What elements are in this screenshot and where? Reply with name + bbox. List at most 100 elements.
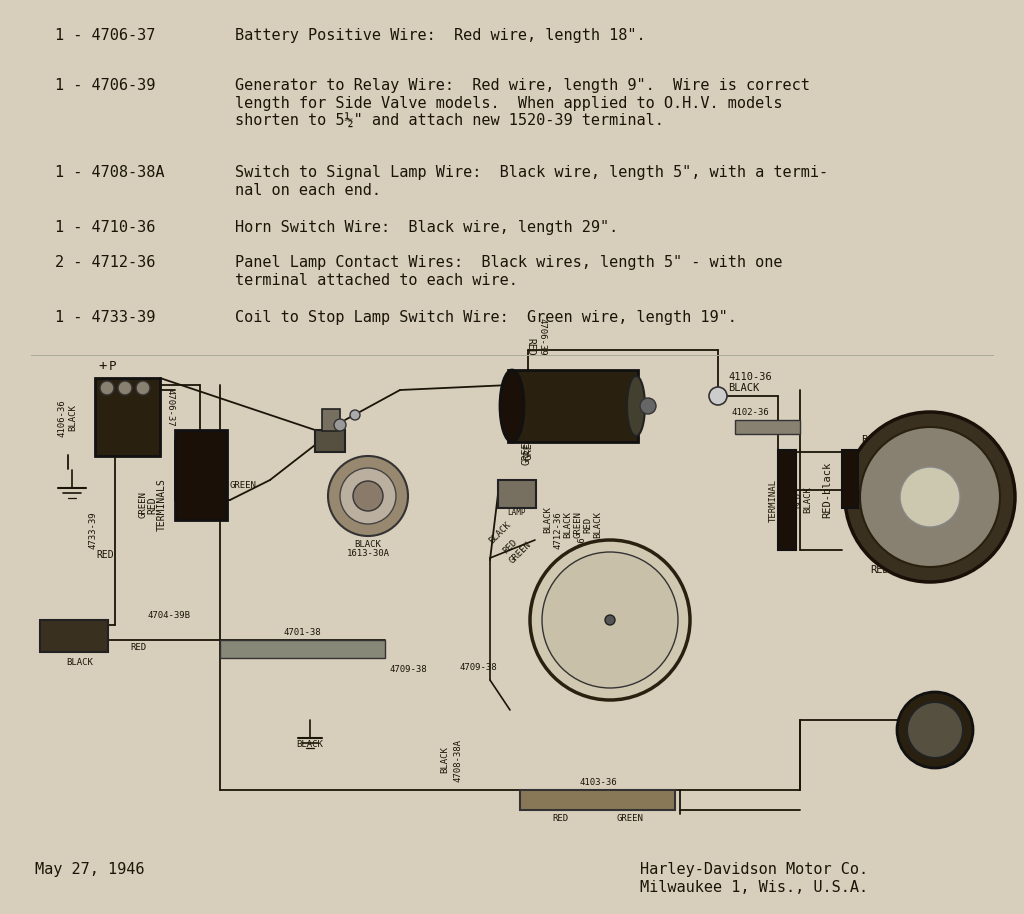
Text: GREEN: GREEN [507,539,532,565]
Text: 4708-38A: 4708-38A [454,739,463,781]
Text: RED: RED [552,814,568,823]
Text: BLACK: BLACK [487,520,513,545]
Text: RED: RED [501,537,519,555]
Text: P: P [109,360,117,373]
Text: BLACK: BLACK [563,512,572,538]
Ellipse shape [627,376,645,436]
Circle shape [907,702,963,758]
Text: nal on each end.: nal on each end. [234,183,381,198]
Bar [520,790,675,810]
Text: 4706-37: 4706-37 [165,389,174,427]
Text: Milwaukee 1, Wis., U.S.A.: Milwaukee 1, Wis., U.S.A. [640,880,868,895]
Text: 2 - 4712-36: 2 - 4712-36 [55,255,156,270]
Text: BLACK: BLACK [69,405,78,431]
Bar [508,370,638,442]
Text: 1 - 4710-36: 1 - 4710-36 [55,220,156,235]
Circle shape [900,467,961,527]
Text: BLACK: BLACK [804,486,812,514]
Text: BLACK: BLACK [67,658,93,667]
Circle shape [136,381,150,395]
Text: 4709-38: 4709-38 [460,664,498,673]
Circle shape [100,381,114,395]
Circle shape [350,410,360,420]
Text: 1613-30A: 1613-30A [346,549,389,558]
Circle shape [328,456,408,536]
Text: 4112-36: 4112-36 [578,537,587,574]
Text: 4712-36: 4712-36 [565,553,574,590]
Text: TERMINAL: TERMINAL [768,479,777,522]
Text: Battery Positive Wire:  Red wire, length 18".: Battery Positive Wire: Red wire, length … [234,28,645,43]
Bar [95,378,160,456]
Text: 1 - 4708-38A: 1 - 4708-38A [55,165,165,180]
Text: 4102-36: 4102-36 [731,408,769,417]
Text: Coil to Stop Lamp Switch Wire:  Green wire, length 19".: Coil to Stop Lamp Switch Wire: Green wir… [234,310,737,325]
Circle shape [542,552,678,688]
Bar [175,430,227,520]
Circle shape [340,468,396,524]
Bar [735,420,800,434]
Text: RED: RED [584,517,593,533]
Text: RED-yellow: RED-yellow [870,565,933,575]
Text: BLACK- red: BLACK- red [862,435,925,445]
Text: LAMP: LAMP [508,508,526,517]
Text: RED: RED [130,643,146,653]
Text: BLACK: BLACK [354,540,381,549]
Text: 4106-36: 4106-36 [57,399,67,437]
Text: N-: N- [133,420,146,430]
Bar [220,640,385,658]
Bar [778,450,796,550]
Text: RED: RED [96,550,114,560]
Text: 1 - 4733-39: 1 - 4733-39 [55,310,156,325]
Ellipse shape [500,370,524,442]
Text: GREEN: GREEN [230,481,257,490]
Circle shape [353,481,383,511]
Circle shape [845,412,1015,582]
Text: Generator to Relay Wire:  Red wire, length 9".  Wire is correct: Generator to Relay Wire: Red wire, lengt… [234,78,810,93]
Text: TERMINALS: TERMINALS [157,479,167,531]
Text: RED: RED [147,496,157,514]
Text: 4709-38: 4709-38 [390,665,428,675]
Text: 4704-39B: 4704-39B [147,611,190,620]
Text: Harley-Davidson Motor Co.: Harley-Davidson Motor Co. [640,862,868,877]
Bar [315,430,345,452]
Text: Panel Lamp Contact Wires:  Black wires, length 5" - with one: Panel Lamp Contact Wires: Black wires, l… [234,255,782,270]
Circle shape [897,692,973,768]
Circle shape [334,419,346,431]
Text: RED: RED [794,492,803,508]
Bar [842,450,858,508]
Text: GREEN: GREEN [138,492,147,518]
Bar [498,480,536,508]
Text: Switch to Signal Lamp Wire:  Black wire, length 5", with a termi-: Switch to Signal Lamp Wire: Black wire, … [234,165,828,180]
Text: GREEN: GREEN [523,430,534,460]
Text: 4712-36: 4712-36 [554,511,562,548]
Text: BLACK: BLACK [440,747,450,773]
Text: RED-black: RED-black [822,462,831,518]
Text: 4701-38: 4701-38 [284,628,321,637]
Text: terminal attached to each wire.: terminal attached to each wire. [234,273,518,288]
Text: GREEN: GREEN [573,512,583,538]
Text: RED: RED [525,338,535,356]
Bar [322,409,340,431]
Text: 4706-39: 4706-39 [538,318,547,356]
Circle shape [605,615,615,625]
Text: BLACK: BLACK [728,383,759,393]
Text: GREEN: GREEN [522,435,532,464]
Text: BLACK: BLACK [544,506,553,534]
Text: 4733-39: 4733-39 [88,511,97,548]
Text: shorten to 5½" and attach new 1520-39 terminal.: shorten to 5½" and attach new 1520-39 te… [234,114,664,129]
Text: length for Side Valve models.  When applied to O.H.V. models: length for Side Valve models. When appli… [234,96,782,111]
Text: BLACK: BLACK [297,740,324,749]
Circle shape [640,398,656,414]
Text: Horn Switch Wire:  Black wire, length 29".: Horn Switch Wire: Black wire, length 29"… [234,220,618,235]
Text: GREEN: GREEN [616,814,643,823]
Text: 1 - 4706-39: 1 - 4706-39 [55,78,156,93]
Text: 1 - 4706-37: 1 - 4706-37 [55,28,156,43]
Text: +: + [98,359,106,373]
Bar [40,620,108,652]
Circle shape [709,387,727,405]
Text: BLACK: BLACK [594,512,602,538]
Circle shape [118,381,132,395]
Text: 4103-36: 4103-36 [580,778,616,787]
Circle shape [530,540,690,700]
Text: May 27, 1946: May 27, 1946 [35,862,144,877]
